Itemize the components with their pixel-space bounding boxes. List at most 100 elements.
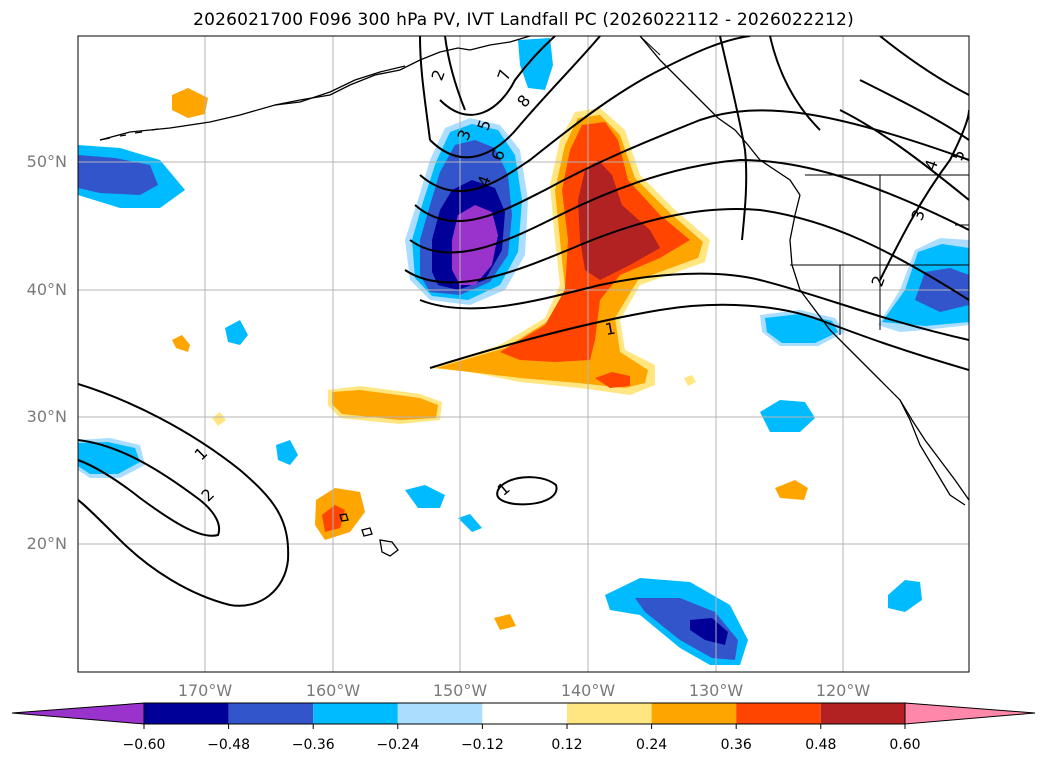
- colorbar-tick-label: −0.48: [207, 737, 251, 753]
- colorbar-tick-label: −0.60: [122, 737, 166, 753]
- pv-negative-west-blue: [78, 155, 158, 195]
- colorbar-tick-label: 0.48: [805, 737, 837, 753]
- pv-positive-small-1: [172, 88, 208, 118]
- contour-main-6: [419, 36, 751, 193]
- lon-label-170w: 170°W: [177, 681, 233, 700]
- pv-positive-small-6: [684, 375, 696, 386]
- pv-negative-south-blue: [635, 598, 738, 660]
- alaska-canada-border: [639, 36, 661, 56]
- contour-sw-2: [78, 439, 220, 537]
- colorbar-extend-min: [11, 702, 145, 725]
- pv-positive-plume-darkred: [578, 160, 660, 280]
- lat-label-20n: 20°N: [26, 534, 67, 553]
- colorbar-frame: [143, 702, 906, 725]
- baja-coast: [899, 399, 966, 506]
- lon-label-160w: 160°W: [305, 681, 361, 700]
- colorbar-bin: [567, 703, 652, 724]
- colorbar-tick-label: −0.36: [291, 737, 335, 753]
- pv-negative-far-se: [888, 580, 922, 612]
- colorbar-bin: [228, 703, 314, 724]
- contour-sw-1: [78, 383, 290, 607]
- lat-label-30n: 30°N: [26, 407, 67, 426]
- colorbar-bin: [397, 703, 483, 724]
- colorbar-ticks: [143, 724, 906, 729]
- lon-label-120w: 120°W: [815, 681, 871, 700]
- aleutian-islands: [99, 128, 159, 141]
- contour-label: 2: [197, 485, 218, 506]
- pv-negative-mid-ocean: [760, 400, 815, 432]
- coastlines: [99, 36, 969, 557]
- colorbar-bin: [313, 703, 398, 724]
- map-plot-area: [78, 36, 969, 672]
- colorbar-tick-label: 0.60: [889, 737, 921, 753]
- contour-label: 1: [604, 319, 617, 339]
- plot-frame: [77, 35, 970, 673]
- colorbar: [11, 702, 1036, 729]
- lat-label-40n: 40°N: [26, 280, 67, 299]
- colorbar-bin: [651, 703, 737, 724]
- colorbar-extend-max: [904, 702, 1036, 725]
- contour-west-2: [444, 36, 466, 111]
- pv-positive-small-2: [172, 335, 190, 352]
- pv-positive-small-5: [212, 412, 226, 426]
- lon-label-150w: 150°W: [432, 681, 488, 700]
- contour-right-1: [879, 109, 969, 281]
- contour-east-5: [879, 36, 969, 96]
- colorbar-bin: [482, 703, 567, 724]
- hawaii-big: [379, 539, 399, 557]
- contour-east-4: [859, 79, 969, 141]
- contour-label: 2: [867, 273, 888, 289]
- contour-main-5: [414, 109, 969, 223]
- hawaii-small-2: [339, 513, 349, 522]
- colorbar-bin: [144, 703, 229, 724]
- contour-label: 4: [920, 157, 941, 173]
- contour-main-7: [429, 36, 601, 159]
- contour-main-3: [404, 208, 969, 301]
- contour-label: 1: [494, 478, 514, 499]
- pv-positive-small-red: [595, 372, 630, 388]
- pv-negative-small-1: [225, 320, 248, 345]
- contour-label: 8: [513, 91, 534, 111]
- colorbar-tick-label: 0.12: [551, 737, 583, 753]
- contour-main-4: [409, 158, 969, 254]
- contour-main-1: [429, 303, 969, 371]
- pv-negative-trough-purple: [452, 205, 498, 285]
- colorbar-tick-label: −0.12: [460, 737, 504, 753]
- contour-main-2: [419, 272, 969, 341]
- pv-negative-north-tongue: [518, 38, 553, 90]
- alaska-coast: [99, 36, 531, 141]
- contour-small-loop: [496, 476, 558, 506]
- contour-east-3: [839, 109, 969, 201]
- contour-west-1: [419, 36, 431, 141]
- colorbar-tick-label: −0.24: [376, 737, 420, 753]
- pv-negative-small-2: [276, 440, 298, 465]
- colorbar-tick-label: 0.36: [720, 737, 752, 753]
- pv-negative-small-3: [405, 485, 445, 508]
- hawaii-small-1: [361, 527, 373, 537]
- graticule: [78, 36, 969, 672]
- alaska-peninsula: [274, 65, 406, 106]
- contour-label: 7: [493, 67, 514, 83]
- pv-positive-band-1-core: [332, 390, 438, 420]
- lon-label-140w: 140°W: [560, 681, 616, 700]
- contour-east-2: [769, 36, 821, 131]
- us-west-coast: [789, 194, 969, 501]
- contour-label: 2: [427, 67, 448, 83]
- ivt-contours: [78, 36, 969, 607]
- colorbar-bin: [820, 703, 906, 724]
- british-columbia-coast: [639, 36, 801, 196]
- colorbar-tick-label: 0.24: [636, 737, 668, 753]
- contour-main-8: [439, 36, 556, 116]
- lat-label-50n: 50°N: [26, 152, 67, 171]
- pv-negative-coast-cyan: [765, 314, 838, 343]
- map-title: 2026021700 F096 300 hPa PV, IVT Landfall…: [193, 10, 854, 30]
- contour-east-1: [719, 36, 748, 241]
- pv-negative-small-4: [458, 514, 482, 532]
- pv-positive-small-4: [494, 614, 516, 630]
- pv-filled-regions: [78, 38, 969, 665]
- lon-label-130w: 130°W: [688, 681, 744, 700]
- pv-negative-south-navy: [690, 618, 728, 645]
- colorbar-bin: [736, 703, 821, 724]
- pv-positive-small-3: [775, 480, 808, 500]
